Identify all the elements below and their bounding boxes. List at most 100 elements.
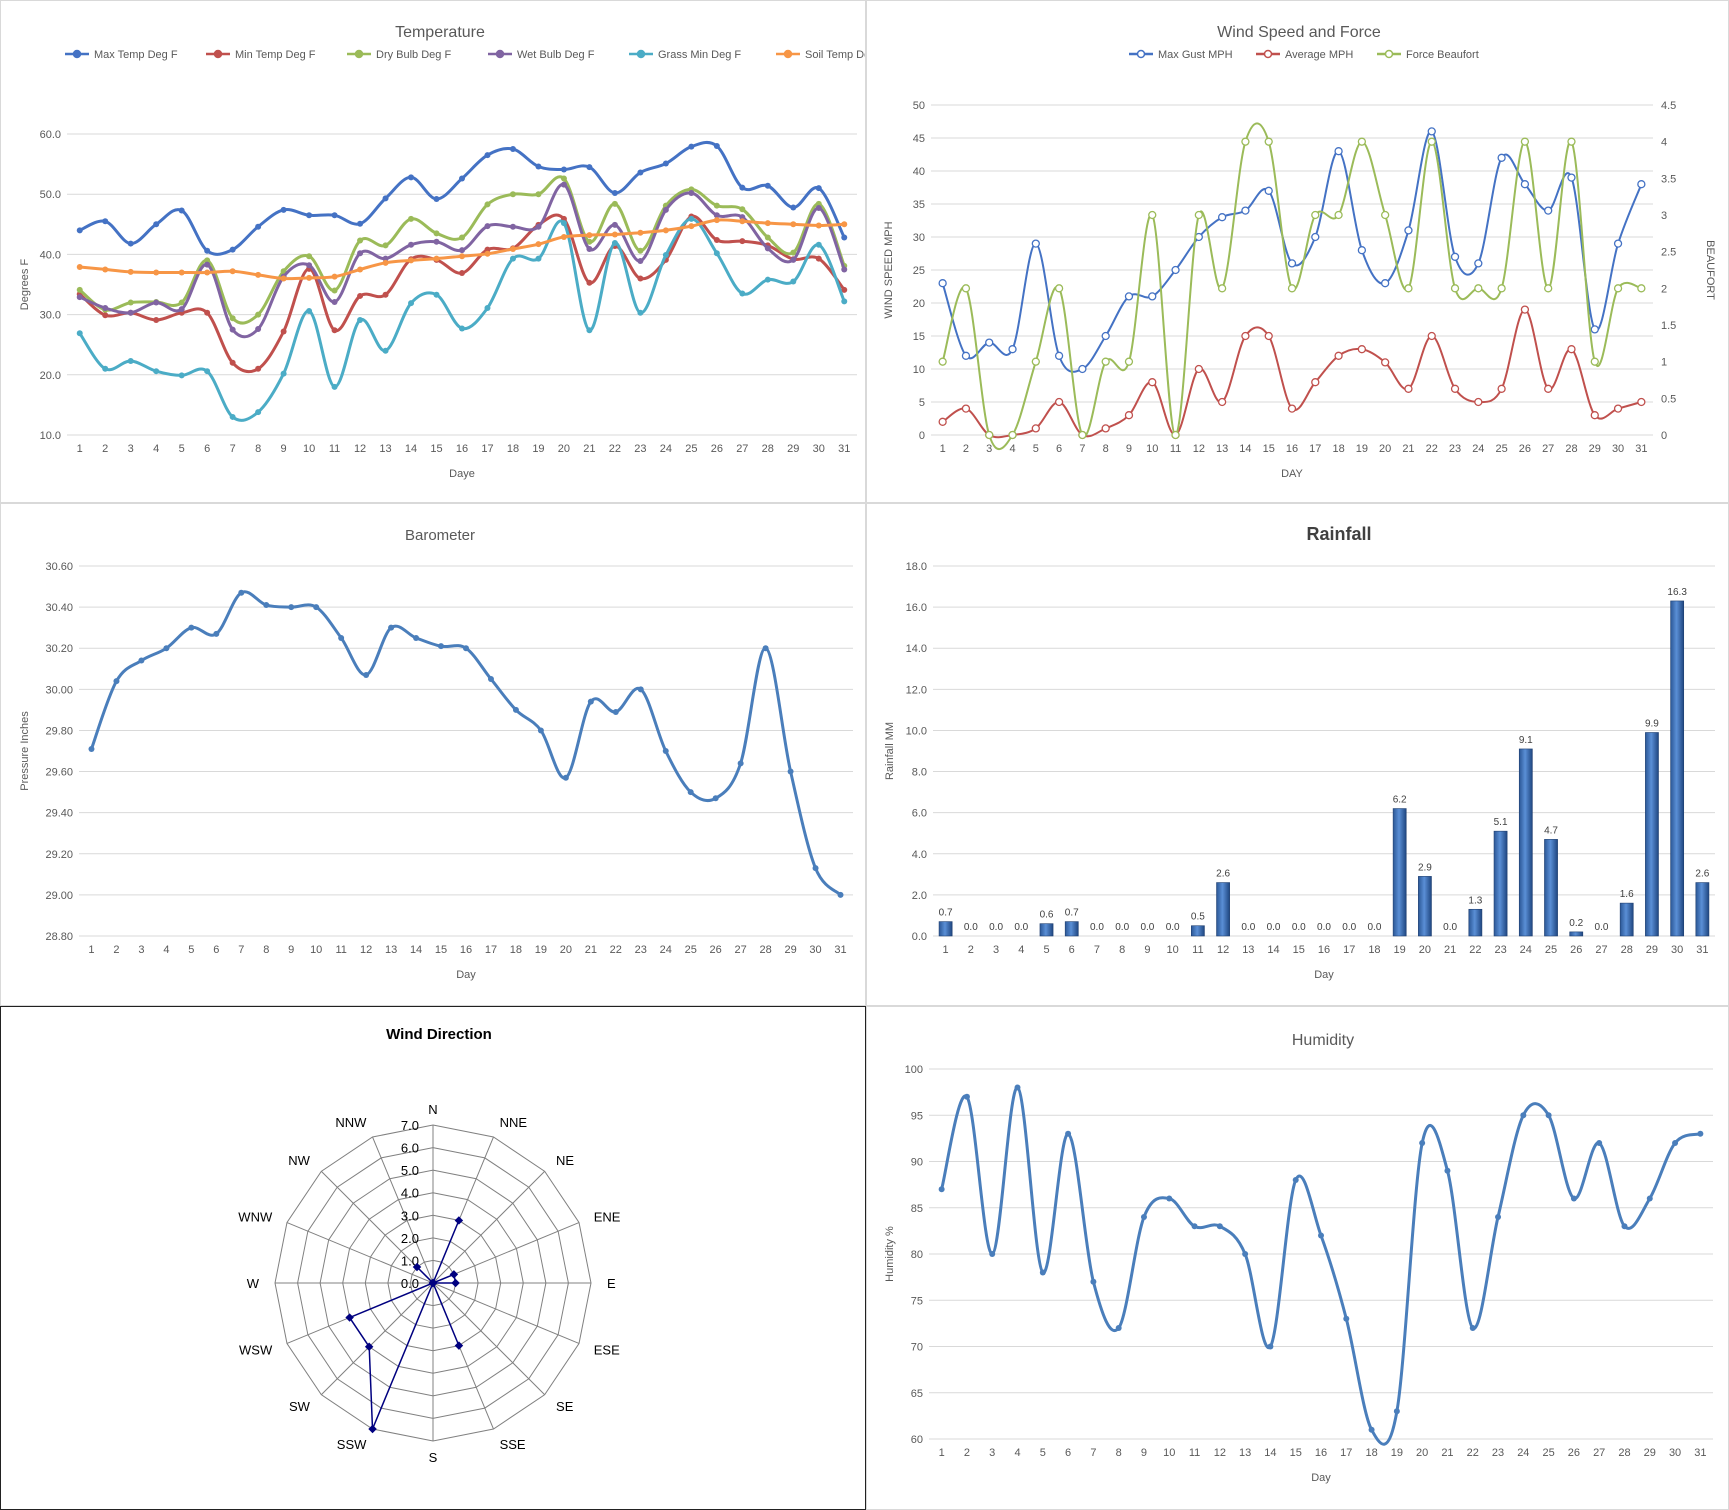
data-point bbox=[102, 304, 109, 311]
data-point bbox=[357, 317, 364, 324]
radar-spoke bbox=[432, 1170, 546, 1284]
data-point bbox=[1544, 206, 1553, 215]
data-point bbox=[1054, 284, 1064, 293]
data-point bbox=[764, 234, 771, 241]
data-point bbox=[433, 238, 440, 245]
data-point bbox=[688, 143, 695, 150]
data-point bbox=[153, 317, 160, 324]
x-tick-label: 7 bbox=[230, 443, 236, 455]
x-tick-label: 29 bbox=[1646, 944, 1658, 956]
data-point bbox=[637, 275, 644, 282]
y2-tick-label: 1.5 bbox=[1661, 320, 1676, 332]
x-tick-label: 29 bbox=[787, 443, 799, 455]
x-tick-label: 31 bbox=[838, 443, 850, 455]
radial-tick-label: 2.0 bbox=[401, 1231, 419, 1246]
data-point bbox=[229, 326, 236, 333]
rain-bar bbox=[1619, 902, 1634, 937]
data-point bbox=[1194, 364, 1203, 374]
data-point bbox=[178, 299, 185, 306]
x-tick-label: 18 bbox=[507, 443, 519, 455]
x-axis-label: Day bbox=[1311, 1472, 1331, 1484]
data-point bbox=[1590, 411, 1599, 420]
data-point bbox=[1334, 351, 1343, 360]
data-point bbox=[280, 275, 287, 282]
y-tick-label: 6.0 bbox=[912, 808, 927, 820]
x-tick-label: 30 bbox=[813, 443, 825, 455]
data-point bbox=[560, 233, 567, 240]
radar-data-point bbox=[412, 1262, 422, 1272]
bar-value-label: 2.9 bbox=[1418, 862, 1432, 873]
y-tick-label: 60.0 bbox=[40, 129, 61, 141]
data-point bbox=[1404, 226, 1413, 235]
data-point bbox=[102, 266, 109, 273]
data-point bbox=[408, 215, 415, 222]
y-tick-label: 29.60 bbox=[45, 767, 73, 779]
data-point bbox=[1497, 384, 1506, 393]
legend-marker bbox=[213, 49, 223, 59]
data-point bbox=[408, 300, 415, 307]
x-tick-label: 5 bbox=[1043, 944, 1049, 956]
data-point bbox=[255, 223, 262, 230]
x-tick-label: 18 bbox=[1368, 944, 1380, 956]
y2-tick-label: 2 bbox=[1661, 283, 1667, 295]
direction-label: ENE bbox=[594, 1209, 621, 1224]
data-point bbox=[1334, 210, 1343, 220]
legend-entry: Soil Temp Deg F bbox=[805, 49, 865, 61]
data-point bbox=[637, 258, 644, 265]
barometer-chart: Barometer 28.80 29.00 29.20 29.40 29.60 29.80 3… bbox=[19, 527, 853, 981]
data-point bbox=[178, 306, 185, 313]
bar-value-label: 0.0 bbox=[1267, 922, 1281, 933]
series-line bbox=[940, 1085, 1701, 1446]
bar-value-label: 6.2 bbox=[1393, 795, 1407, 806]
legend-marker bbox=[1136, 49, 1146, 59]
data-point bbox=[637, 247, 644, 254]
data-point bbox=[1343, 1315, 1350, 1322]
data-point bbox=[713, 217, 720, 224]
data-point bbox=[938, 1186, 945, 1193]
data-point bbox=[1171, 430, 1180, 440]
x-tick-label: 27 bbox=[1593, 1447, 1605, 1459]
wind-speed-chart-panel: Wind Speed and Force 0 5 10 15 20 25 30 35 40 45 50… bbox=[866, 0, 1729, 503]
direction-label: WSW bbox=[239, 1343, 273, 1358]
data-point bbox=[815, 185, 822, 192]
x-tick-label: 19 bbox=[1394, 944, 1406, 956]
y-tick-label: 70 bbox=[911, 1342, 923, 1354]
data-point bbox=[331, 298, 338, 305]
data-point bbox=[961, 351, 971, 360]
y2-tick-label: 4.5 bbox=[1661, 100, 1676, 112]
data-point bbox=[535, 255, 542, 262]
data-point bbox=[1241, 137, 1250, 146]
direction-label: WNW bbox=[238, 1209, 273, 1224]
x-tick-label: 26 bbox=[1570, 944, 1582, 956]
data-point bbox=[815, 241, 822, 248]
y-tick-label: 8.0 bbox=[912, 767, 927, 779]
x-tick-label: 23 bbox=[1494, 944, 1506, 956]
x-tick-label: 3 bbox=[989, 1447, 995, 1459]
data-point bbox=[1292, 1177, 1299, 1183]
data-point bbox=[433, 230, 440, 237]
data-point bbox=[790, 256, 797, 263]
data-point bbox=[1404, 384, 1413, 393]
bar-value-label: 0.2 bbox=[1569, 918, 1583, 929]
x-tick-label: 16 bbox=[1286, 443, 1298, 455]
data-point bbox=[382, 291, 389, 298]
y-tick-label: 90 bbox=[911, 1157, 923, 1169]
y-tick-label: 29.00 bbox=[45, 890, 73, 902]
radar-spoke bbox=[286, 1222, 434, 1284]
y-tick-label: 2.0 bbox=[912, 890, 927, 902]
y-tick-label: 29.80 bbox=[45, 725, 73, 737]
radar-spoke bbox=[432, 1282, 580, 1344]
data-point bbox=[509, 245, 516, 252]
chart-title: Rainfall bbox=[1306, 524, 1371, 544]
data-point bbox=[1613, 404, 1623, 413]
data-point bbox=[611, 231, 618, 238]
data-point bbox=[357, 266, 364, 273]
y-tick-label: 85 bbox=[911, 1203, 923, 1215]
data-point bbox=[535, 241, 542, 248]
data-point bbox=[535, 163, 542, 170]
data-point bbox=[1613, 239, 1623, 248]
bar-value-label: 0.0 bbox=[1166, 922, 1180, 933]
rainfall-chart-panel: Rainfall 0.0 2.0 4.0 6.0 8.0 10.0 12.0 14.0 16.0 1… bbox=[866, 503, 1729, 1006]
data-point bbox=[985, 338, 994, 347]
